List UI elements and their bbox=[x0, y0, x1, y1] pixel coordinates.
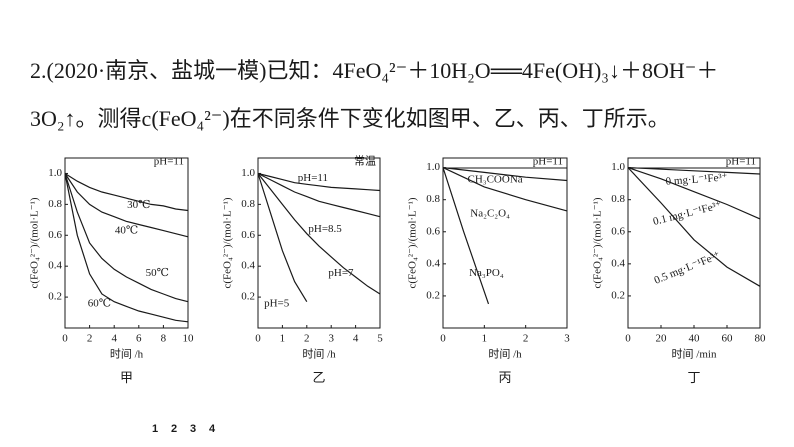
chart-caption: 甲 bbox=[120, 370, 133, 385]
series-line bbox=[627, 167, 761, 287]
x-tick-label: 4 bbox=[111, 333, 117, 345]
series-label: 50℃ bbox=[146, 267, 169, 279]
series-label: pH=5 bbox=[264, 298, 290, 310]
y-tick-label: 0.6 bbox=[611, 225, 625, 237]
y-tick-label: 0.2 bbox=[611, 289, 625, 301]
series-line bbox=[257, 172, 381, 192]
series-line bbox=[257, 173, 381, 295]
series-label: 0 mg·L⁻¹Fe³⁺ bbox=[665, 171, 728, 187]
annotation: pH=11 bbox=[533, 156, 563, 168]
y-tick-label: 0.6 bbox=[241, 229, 255, 241]
series-line bbox=[442, 167, 490, 305]
y-tick-label: 1.0 bbox=[241, 167, 255, 179]
x-tick-label: 2 bbox=[523, 333, 529, 345]
series-label: pH=8.5 bbox=[308, 223, 342, 235]
plot-frame bbox=[64, 157, 189, 329]
series-line bbox=[64, 173, 189, 323]
series-label: 30℃ bbox=[127, 199, 150, 211]
y-tick-label: 0.4 bbox=[241, 260, 255, 272]
page-link[interactable]: 1 bbox=[152, 423, 158, 435]
x-axis-label: 时间 /h bbox=[110, 348, 144, 361]
x-tick-label: 20 bbox=[656, 333, 668, 345]
y-tick-label: 0.2 bbox=[48, 291, 62, 303]
x-tick-label: 40 bbox=[689, 333, 701, 345]
y-tick-label: 0.4 bbox=[611, 257, 625, 269]
y-tick-label: 0.6 bbox=[426, 225, 440, 237]
x-tick-label: 10 bbox=[183, 333, 195, 345]
plot-frame bbox=[442, 157, 568, 329]
x-tick-label: 0 bbox=[440, 333, 446, 345]
series-label: 0.5 mg·L⁻¹Fe³⁺ bbox=[652, 249, 722, 286]
y-tick-label: 1.0 bbox=[611, 161, 625, 173]
series-line bbox=[442, 167, 568, 212]
series-label: Na₂C₂O₄ bbox=[470, 208, 510, 220]
annotation: 常温 bbox=[354, 155, 376, 168]
x-tick-label: 0 bbox=[625, 333, 631, 345]
x-tick-label: 5 bbox=[377, 333, 383, 345]
series-label: 40℃ bbox=[115, 225, 138, 237]
y-axis-label: c(FeO₄²⁻)/(mol·L⁻¹) bbox=[407, 197, 419, 288]
y-tick-label: 0.8 bbox=[611, 193, 625, 205]
x-axis-label: 时间 /h bbox=[488, 348, 522, 361]
chart-caption: 丁 bbox=[687, 370, 700, 385]
x-tick-label: 3 bbox=[564, 333, 570, 345]
series-line bbox=[64, 173, 189, 303]
series-line bbox=[64, 173, 189, 238]
page-link[interactable]: 4 bbox=[209, 423, 216, 435]
x-tick-label: 0 bbox=[255, 333, 261, 345]
y-tick-label: 0.8 bbox=[241, 198, 255, 210]
x-tick-label: 80 bbox=[755, 333, 767, 345]
x-tick-label: 2 bbox=[304, 333, 310, 345]
series-line bbox=[627, 167, 761, 220]
x-tick-label: 1 bbox=[280, 333, 286, 345]
x-tick-label: 6 bbox=[136, 333, 142, 345]
plot-frame bbox=[257, 157, 381, 329]
series-label: CH₃COONa bbox=[467, 174, 522, 186]
y-tick-label: 0.4 bbox=[426, 257, 440, 269]
x-tick-label: 0 bbox=[62, 333, 68, 345]
x-tick-label: 1 bbox=[482, 333, 488, 345]
y-tick-label: 0.6 bbox=[48, 229, 62, 241]
chart-caption: 丙 bbox=[498, 370, 511, 385]
annotation: pH=11 bbox=[154, 156, 184, 168]
x-tick-label: 8 bbox=[161, 333, 167, 345]
series-label: 0.1 mg·L⁻¹Fe³⁺ bbox=[652, 199, 723, 228]
y-axis-label: c(FeO₄²⁻)/(mol·L⁻¹) bbox=[222, 197, 234, 288]
y-tick-label: 1.0 bbox=[426, 161, 440, 173]
x-axis-label: 时间 /h bbox=[302, 348, 336, 361]
series-label: Na₃PO₄ bbox=[469, 267, 504, 279]
y-tick-label: 0.8 bbox=[426, 193, 440, 205]
x-tick-label: 60 bbox=[722, 333, 734, 345]
chart-caption: 乙 bbox=[312, 370, 325, 385]
series-label: pH=7 bbox=[328, 267, 354, 279]
x-axis-label: 时间 /min bbox=[672, 348, 717, 361]
page-link[interactable]: 2 bbox=[171, 423, 177, 435]
x-tick-label: 3 bbox=[328, 333, 334, 345]
y-axis-label: c(FeO₄²⁻)/(mol·L⁻¹) bbox=[592, 197, 604, 288]
y-tick-label: 0.2 bbox=[426, 289, 440, 301]
annotation: pH=11 bbox=[726, 156, 756, 168]
y-tick-label: 1.0 bbox=[48, 167, 62, 179]
y-tick-label: 0.8 bbox=[48, 198, 62, 210]
x-tick-label: 4 bbox=[353, 333, 359, 345]
series-label: 60℃ bbox=[88, 298, 111, 310]
series-label: pH=11 bbox=[298, 172, 328, 184]
question-line: 2.(2020·南京、盐城一模)已知：4FeO₄²⁻＋10H₂O══4Fe(OH… bbox=[30, 58, 718, 83]
y-axis-label: c(FeO₄²⁻)/(mol·L⁻¹) bbox=[29, 197, 41, 288]
series-line bbox=[442, 167, 568, 182]
series-line bbox=[257, 173, 308, 303]
x-tick-label: 2 bbox=[87, 333, 93, 345]
series-line bbox=[627, 167, 761, 175]
series-line bbox=[64, 172, 189, 212]
question-line: 3O₂↑。测得c(FeO₄²⁻)在不同条件下变化如图甲、乙、丙、丁所示。 bbox=[30, 106, 670, 131]
page-link[interactable]: 3 bbox=[190, 423, 196, 435]
y-tick-label: 0.2 bbox=[241, 291, 255, 303]
y-tick-label: 0.4 bbox=[48, 260, 62, 272]
series-line bbox=[257, 172, 381, 218]
